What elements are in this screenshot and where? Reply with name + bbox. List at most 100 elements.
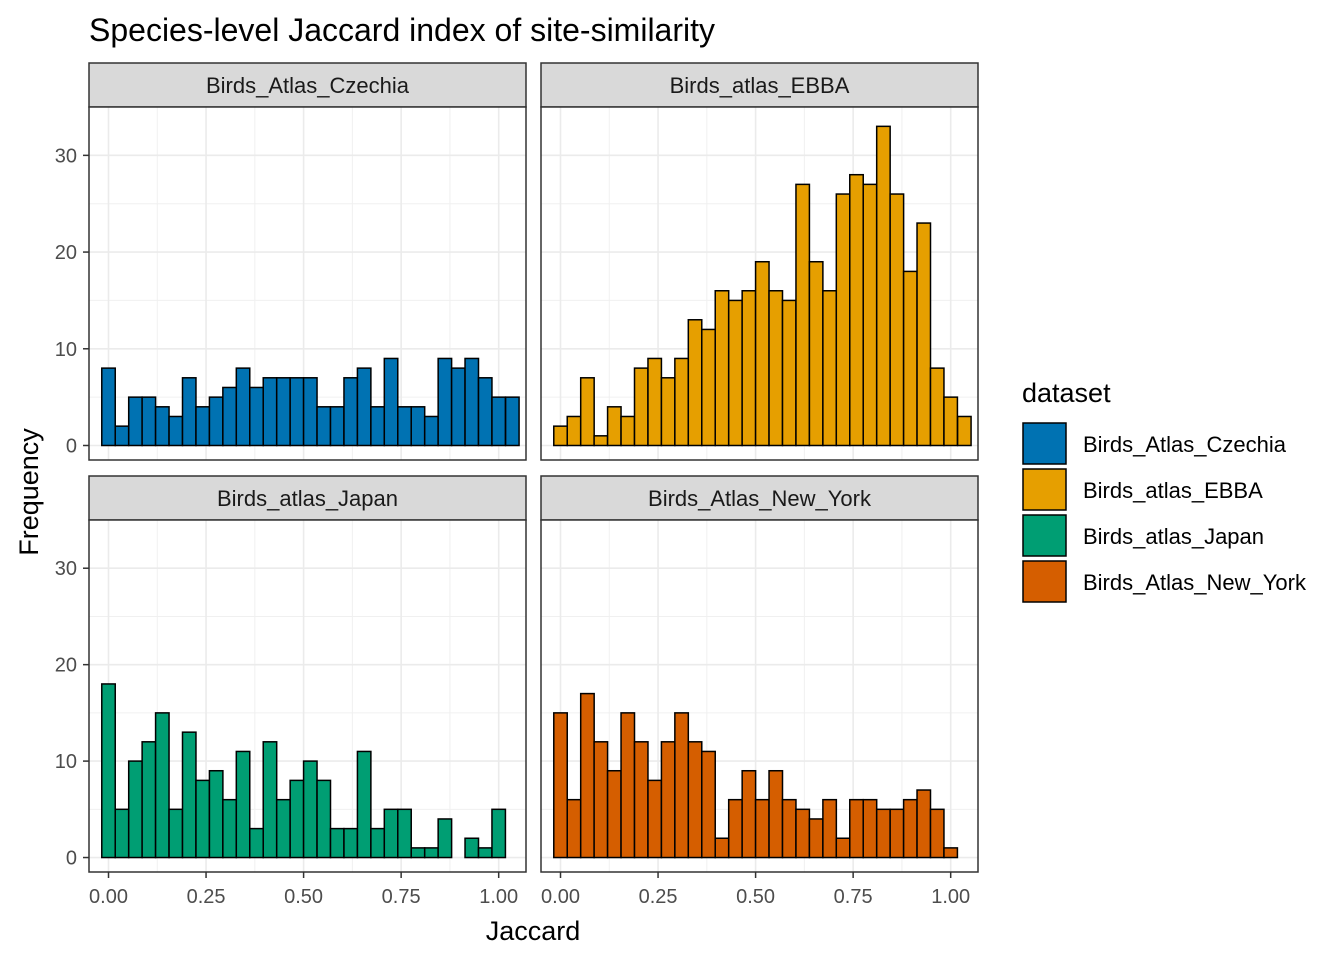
y-tick-label: 20 — [55, 655, 77, 677]
histogram-bar — [289, 377, 305, 447]
legend-item-label: Birds_atlas_EBBA — [1083, 478, 1263, 503]
histogram-bar — [553, 712, 568, 859]
legend-item-label: Birds_Atlas_Czechia — [1083, 432, 1287, 457]
histogram-bar — [329, 406, 345, 447]
histogram-bar — [889, 808, 905, 859]
y-tick-label: 0 — [66, 435, 77, 457]
histogram-bar — [329, 827, 345, 859]
histogram-bar — [154, 406, 170, 447]
histogram-bar — [316, 406, 332, 447]
panel-border — [88, 519, 527, 873]
legend-swatch — [1022, 514, 1067, 557]
histogram-bar — [606, 406, 622, 447]
x-tick-label: 0.00 — [89, 886, 128, 908]
histogram-bar — [808, 260, 824, 447]
histogram-bar — [701, 750, 716, 859]
x-tick-label: 0.25 — [187, 886, 226, 908]
histogram-bar — [262, 741, 278, 859]
y-tick-label: 30 — [55, 145, 77, 167]
histogram-bar — [101, 683, 116, 859]
histogram-bar — [741, 769, 757, 859]
histogram-bar — [633, 741, 649, 859]
histogram-bar — [875, 125, 891, 447]
legend-item-label: Birds_Atlas_New_York — [1083, 570, 1307, 595]
histogram-bar — [795, 808, 811, 859]
histogram-bar — [464, 837, 480, 859]
histogram-bar — [195, 779, 211, 859]
histogram-bar — [154, 712, 170, 859]
y-tick-label: 20 — [55, 242, 77, 264]
histogram-bar — [114, 425, 130, 447]
histogram-bar — [208, 769, 224, 859]
x-axis-title: Jaccard — [486, 916, 581, 946]
histogram-bar — [370, 406, 386, 447]
legend-swatch — [1022, 422, 1067, 465]
x-tick-label: 0.50 — [284, 886, 323, 908]
histogram-bar — [916, 222, 932, 447]
histogram-bar — [101, 367, 116, 447]
histogram-bar — [808, 818, 824, 859]
histogram-bar — [383, 808, 399, 859]
histogram-bar — [410, 406, 426, 447]
histogram-bar — [862, 183, 878, 447]
histogram-bar — [222, 798, 238, 859]
histogram-bar — [916, 789, 932, 859]
legend-swatch — [1022, 468, 1067, 511]
histogram-bar — [450, 367, 466, 447]
histogram-bar — [754, 798, 770, 859]
histogram-bar — [566, 415, 582, 447]
histogram-bar — [620, 415, 636, 447]
histogram-bar — [593, 435, 609, 447]
histogram-bar — [383, 357, 399, 447]
facet-strip — [540, 475, 979, 521]
histogram-bar — [849, 798, 864, 859]
histogram-bar — [902, 798, 918, 859]
histogram-bar — [181, 377, 197, 447]
histogram-bar — [343, 827, 359, 859]
histogram-bar — [275, 798, 291, 859]
panel-border — [540, 106, 979, 461]
histogram-bar — [943, 396, 959, 447]
histogram-bar — [862, 798, 878, 859]
histogram-bar — [423, 415, 439, 447]
legend-item-label: Birds_atlas_Japan — [1083, 524, 1264, 549]
histogram-bar — [889, 193, 905, 447]
histogram-bar — [477, 377, 493, 447]
histogram-bar — [875, 808, 891, 859]
histogram-bar — [437, 357, 453, 447]
histogram-bar — [929, 808, 945, 859]
facet-panel: Birds_Atlas_Czechia 0 10 20 30 — [55, 62, 527, 461]
histogram-bar — [370, 827, 386, 859]
histogram-bar — [674, 357, 690, 447]
histogram-bar — [356, 750, 372, 859]
histogram-bar — [674, 712, 690, 859]
histogram-bar — [849, 173, 864, 447]
y-tick-label: 10 — [55, 751, 77, 773]
histogram-bar — [249, 827, 264, 859]
histogram-bar — [754, 260, 770, 447]
histogram-bar — [633, 367, 649, 447]
histogram-bar — [491, 396, 507, 447]
panel-border — [88, 106, 527, 461]
histogram-bar — [504, 396, 520, 447]
histogram-bar — [114, 808, 130, 859]
x-tick-label: 0.25 — [639, 886, 678, 908]
histogram-bar — [727, 299, 743, 447]
histogram-bar — [168, 415, 184, 447]
histogram-bar — [902, 270, 918, 447]
histogram-bar — [302, 377, 318, 447]
histogram-bar — [316, 779, 332, 859]
x-tick-label: 0.50 — [736, 886, 775, 908]
histogram-bar — [822, 798, 838, 859]
legend-swatch — [1022, 560, 1067, 603]
histogram-bar — [566, 798, 582, 859]
histogram-bar — [410, 847, 426, 859]
histogram-bar — [822, 290, 838, 447]
histogram-bar — [397, 406, 412, 447]
histogram-bar — [262, 377, 278, 447]
histogram-bar — [714, 837, 730, 859]
histogram-bar — [235, 367, 251, 447]
histogram-bar — [127, 760, 143, 859]
histogram-bar — [289, 779, 305, 859]
histogram-bar — [127, 396, 143, 447]
